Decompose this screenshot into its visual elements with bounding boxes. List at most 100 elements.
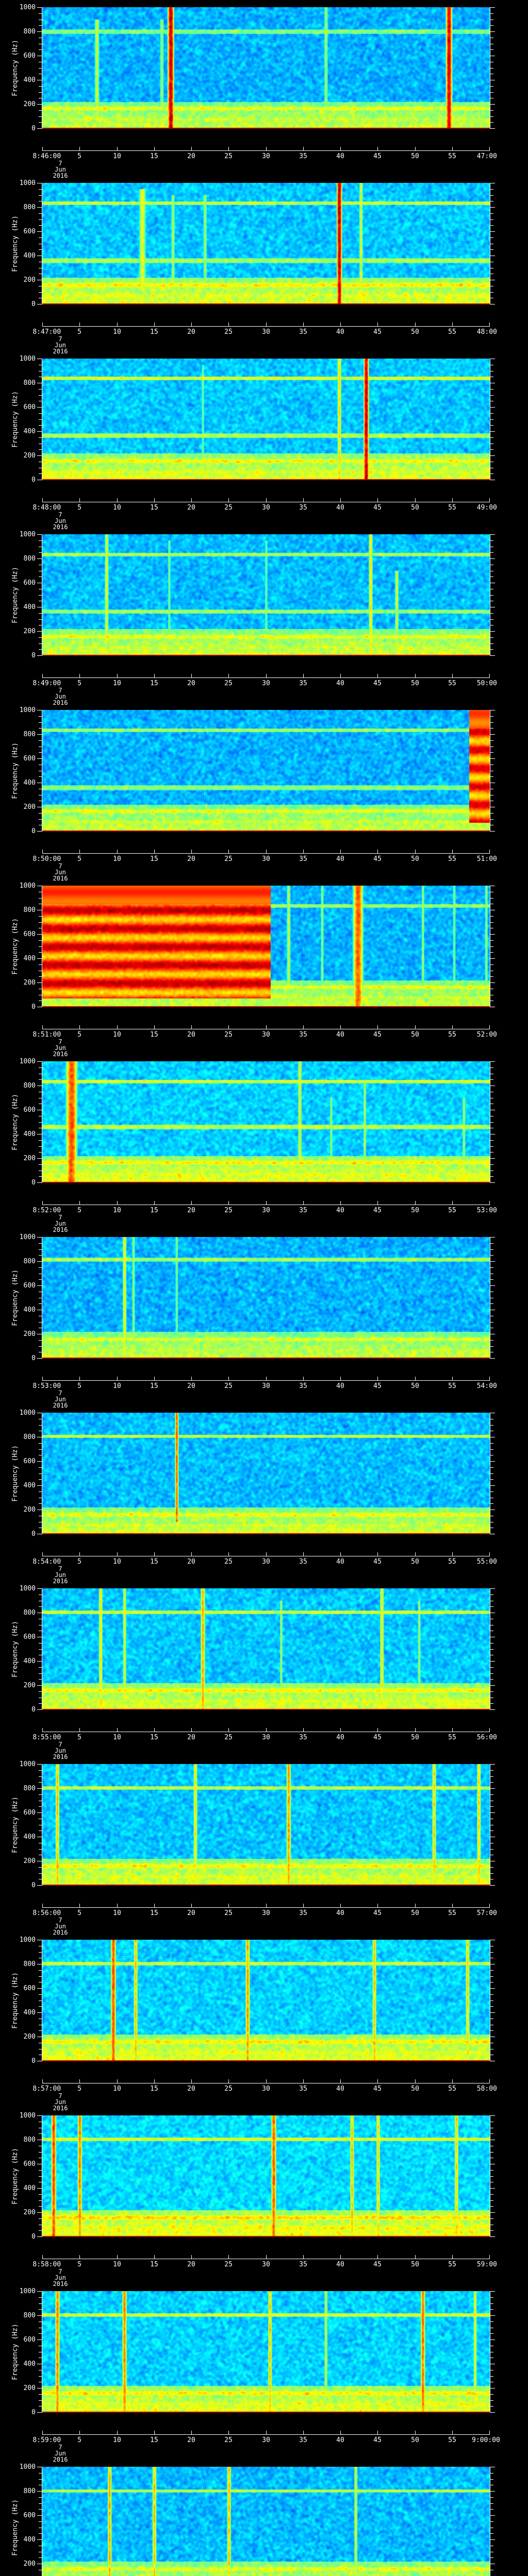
y-axis-tick [37,2236,42,2237]
spectrogram-panel: 0 200 400 600 800 1000 Frequency (Hz) 8:55:00 5 1… [0,1581,528,1760]
y-axis-tick [490,116,493,117]
y-axis-tick [39,292,42,293]
spectrogram-panel: 0 200 400 600 800 1000 Frequency (Hz) 8:51:00 5 1… [0,878,528,1057]
y-axis-tick [39,1867,42,1868]
x-axis-tick [377,498,378,502]
date-day: 7 [58,2268,62,2275]
x-axis-tick [154,2255,155,2259]
y-axis-tick-label: 0 [31,2233,36,2241]
y-axis-tick [490,643,493,644]
y-axis-tick-label: 200 [23,2209,36,2216]
y-axis-tick-label: 800 [23,2312,36,2319]
y-axis-tick [37,1709,42,1710]
y-axis-tick [37,231,42,232]
y-axis-tick [490,1152,493,1153]
y-axis-tick-label: 1000 [19,2287,36,2295]
x-axis-tick-label: 30 [262,1207,270,1214]
x-axis-tick-label: 50 [411,1207,419,1214]
x-axis-tick [117,498,118,502]
y-axis-tick [39,2303,42,2304]
x-axis-tick-label: 30 [262,1031,270,1039]
x-axis-tick [266,674,267,678]
y-axis-tick [37,655,42,656]
y-axis-tick [490,1885,495,1886]
x-axis-tick-label: 20 [187,1382,195,1390]
x-axis-tick [452,2431,453,2435]
x-axis-tick [266,2431,267,2435]
y-axis-tick [39,2309,42,2310]
x-axis-tick [42,1728,43,1732]
x-axis-tick-label: 30 [262,1382,270,1390]
date-stamp: 7 Jun 2016 [42,1917,78,1936]
y-axis-tick [490,2206,493,2207]
spectrogram-plot-area [42,2291,490,2413]
y-axis-tick [490,1249,493,1250]
y-axis-tick [39,68,42,69]
x-axis-tick [452,674,453,678]
spectrogram-image [42,183,490,304]
y-axis-tick [490,213,493,214]
x-axis-tick [303,674,304,678]
x-axis-tick [228,1552,229,1556]
x-axis-tick [79,2079,80,2083]
x-axis-tick-label: 52:00 [476,1031,497,1039]
x-axis-tick-label: 50 [411,152,419,160]
y-axis-tick-label: 200 [23,1682,36,1689]
y-axis-tick-label: 1000 [19,2463,36,2471]
y-axis-tick [490,558,495,559]
y-axis-tick [490,2515,495,2516]
y-axis-tick [490,2218,493,2219]
date-stamp: 7 Jun 2016 [42,1390,78,1409]
x-axis-tick [228,1201,229,1205]
y-axis-tick-label: 600 [23,403,36,411]
y-axis-tick-label: 400 [23,252,36,260]
spectrogram-plot-area [42,1061,490,1183]
y-axis-tick [490,655,495,656]
y-axis-tick [490,649,493,650]
x-axis-tick [42,674,43,678]
x-axis-tick [377,2079,378,2083]
x-axis-tick [489,1552,490,1556]
x-axis-tick [154,498,155,502]
x-axis-tick [489,2255,490,2259]
x-axis-tick-label: 25 [224,504,233,512]
x-axis-tick-label: 45 [373,1558,382,1566]
y-axis-tick [490,1243,493,1244]
spectrogram-plot-area [42,1237,490,1359]
x-axis-tick-label: 35 [299,855,307,863]
y-axis-tick [37,1182,42,1183]
y-axis-tick [490,631,495,632]
y-axis-tick [490,1346,493,1347]
y-axis-tick [490,2188,495,2189]
y-axis-tick [39,2194,42,2195]
y-axis-tick [490,722,493,723]
x-axis-tick-label: 15 [150,504,158,512]
y-axis-title: Frequency (Hz) [11,183,20,304]
x-axis-tick-label: 5 [77,504,81,512]
x-axis-tick-label: 8:53:00 [32,1382,61,1390]
y-axis-tick [490,1588,495,1589]
x-axis-tick-label: 15 [150,1382,158,1390]
x-axis-tick-label: 55 [448,680,456,687]
x-axis-tick-label: 15 [150,2085,158,2093]
x-axis-tick-label: 45 [373,1734,382,1741]
x-axis-tick [303,498,304,502]
y-axis-title: Frequency (Hz) [11,534,20,656]
y-axis-tick [39,195,42,196]
y-axis-tick [490,2006,493,2007]
x-axis-tick [117,1904,118,1908]
y-axis-tick [490,49,493,50]
x-axis-tick [489,1025,490,1029]
spectrogram-plot-area [42,183,490,304]
y-axis-tick [39,419,42,420]
y-axis-tick [39,2200,42,2201]
x-axis-tick-label: 8:48:00 [32,504,61,512]
y-axis-tick-label: 0 [31,1354,36,1362]
x-axis-tick [228,850,229,854]
y-axis-tick [39,940,42,941]
y-axis-tick [490,292,493,293]
x-axis-tick [117,1377,118,1381]
y-axis-tick [490,1782,493,1783]
y-axis-tick [39,86,42,87]
y-axis-tick [39,1806,42,1807]
